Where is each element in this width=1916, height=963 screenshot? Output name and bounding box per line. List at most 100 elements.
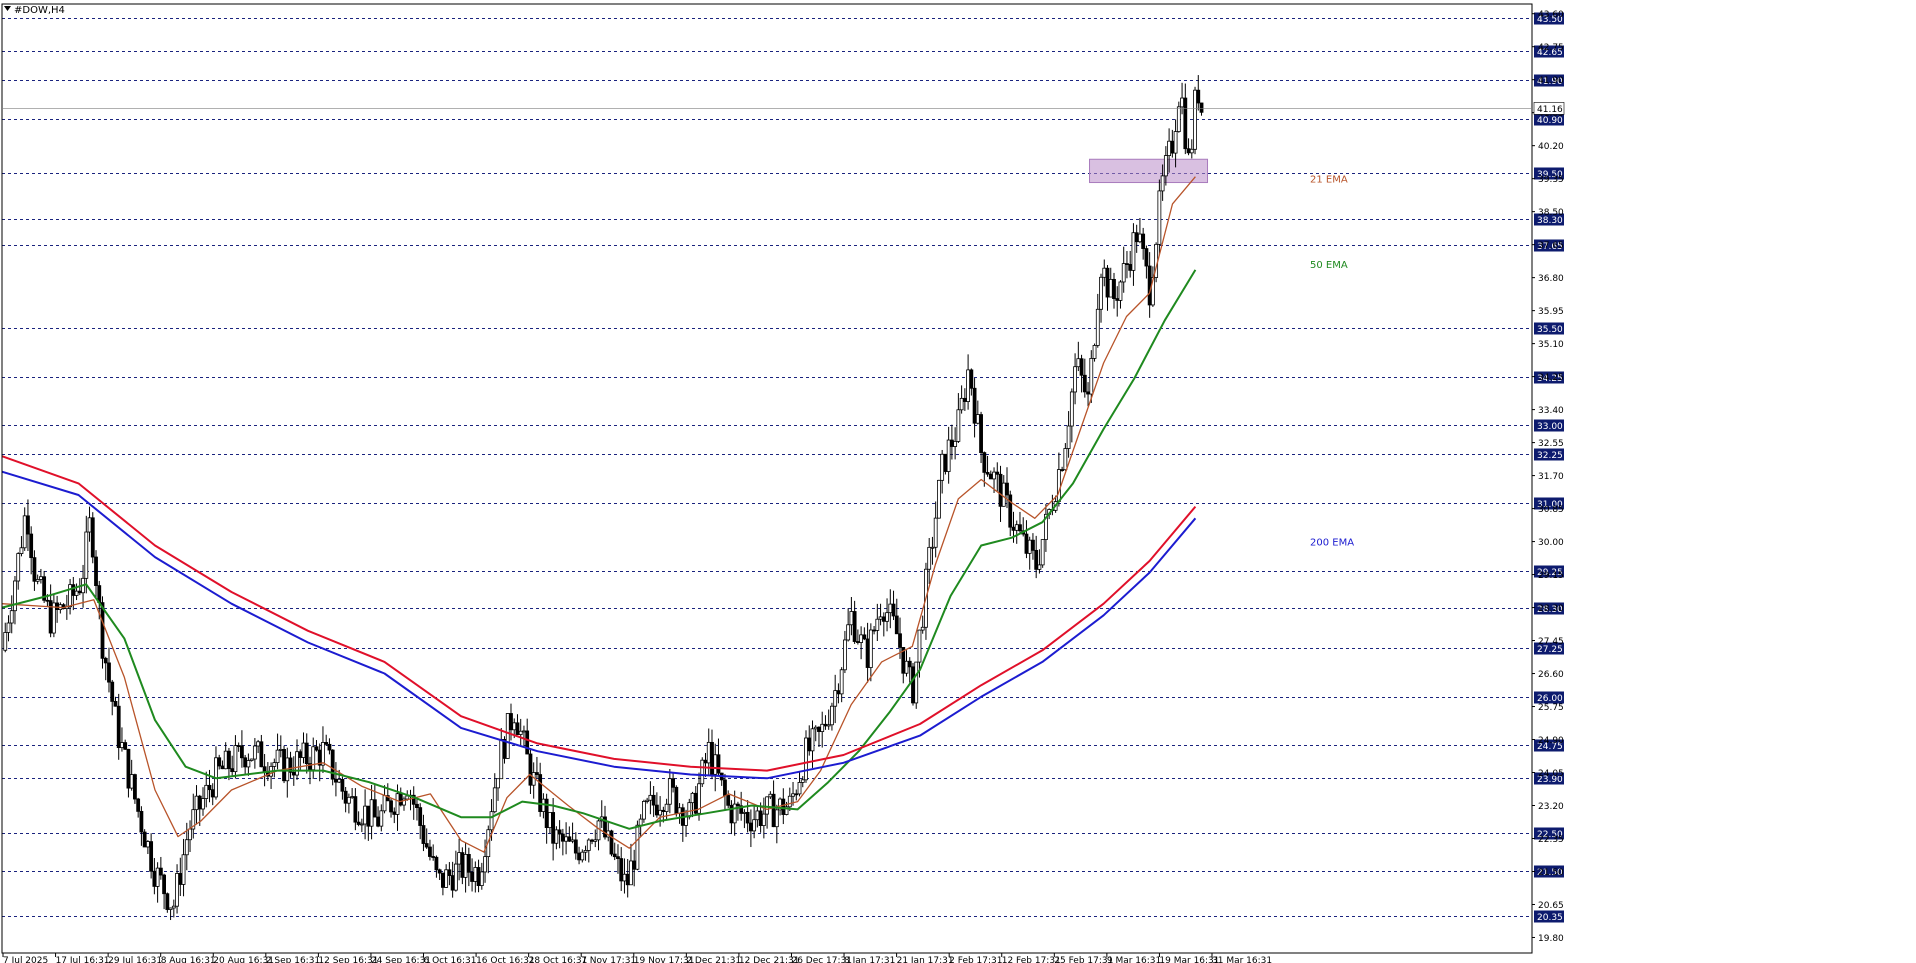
candle-bull bbox=[1001, 482, 1006, 507]
candle-bull bbox=[275, 749, 280, 764]
y-tick-label: 31.70 bbox=[1538, 472, 1564, 482]
candle-bull bbox=[249, 758, 254, 761]
candle-bull bbox=[379, 810, 384, 827]
candle-bear bbox=[982, 452, 987, 473]
candle-bear bbox=[460, 852, 465, 878]
candle-bull bbox=[1108, 278, 1113, 298]
candle-bear bbox=[142, 831, 147, 848]
candle-bull bbox=[904, 660, 909, 674]
price-levels: 20.35 21.50 22.50 23.90 24.75 26.00 27.25 28.30… bbox=[2, 12, 1564, 923]
candle-bull bbox=[629, 860, 633, 886]
candle-bear bbox=[771, 793, 776, 828]
candle-bear bbox=[207, 784, 212, 791]
candle-bull bbox=[564, 836, 568, 842]
candle-bull bbox=[992, 471, 996, 480]
candle-bear bbox=[136, 798, 141, 812]
candle-bull bbox=[586, 839, 591, 851]
y-tick-label: 29.15 bbox=[1538, 571, 1564, 581]
price-level-tag bbox=[1534, 772, 1564, 785]
candle-bull bbox=[171, 905, 176, 909]
price-level-tag bbox=[1534, 642, 1564, 655]
candle-bull bbox=[713, 754, 718, 775]
candle-bear bbox=[567, 836, 572, 842]
candle-bear bbox=[898, 633, 902, 648]
candle-bull bbox=[937, 479, 941, 519]
candle-bull bbox=[1040, 539, 1045, 566]
candle-bear bbox=[1005, 482, 1009, 496]
x-tick-label: 19 Mar 16:31 bbox=[1159, 956, 1219, 963]
price-level-tag bbox=[1534, 213, 1564, 226]
candle-bull bbox=[155, 867, 160, 887]
price-level-tag bbox=[1534, 45, 1564, 58]
candle-bull bbox=[761, 813, 766, 826]
21-ema-line bbox=[1, 176, 1196, 853]
x-tick-label: 28 Oct 16:31 bbox=[529, 956, 588, 963]
candle-bear bbox=[288, 757, 293, 773]
candle-bear bbox=[865, 638, 870, 668]
candle-bear bbox=[891, 603, 896, 617]
candle-bull bbox=[233, 745, 238, 773]
candle-bull bbox=[920, 626, 925, 631]
x-tick-label: 25 Feb 17:31 bbox=[1054, 956, 1113, 963]
candle-bear bbox=[661, 809, 666, 813]
price-level-tag-label: 31.00 bbox=[1537, 500, 1563, 510]
candle-bear bbox=[103, 657, 108, 664]
candle-bull bbox=[690, 792, 695, 804]
candle-bull bbox=[272, 762, 277, 767]
candle-bear bbox=[123, 742, 128, 750]
candle-bear bbox=[330, 749, 335, 780]
50-ema-line bbox=[1, 269, 1197, 830]
candle-bull bbox=[204, 784, 209, 799]
candle-bear bbox=[573, 839, 578, 854]
candle-bear bbox=[509, 713, 513, 731]
candle-bear bbox=[979, 414, 983, 453]
candle-bear bbox=[911, 666, 915, 704]
ema-annotations: 21 EMA 50 EMA 200 EMA bbox=[1310, 175, 1354, 549]
candle-bear bbox=[998, 473, 1003, 507]
candle-bear bbox=[609, 830, 614, 855]
candle-bull bbox=[256, 741, 261, 747]
candle-bear bbox=[943, 453, 948, 472]
candle-bull bbox=[664, 803, 669, 813]
candle-bull bbox=[1044, 513, 1048, 540]
candle-bear bbox=[447, 869, 452, 876]
candle-bear bbox=[26, 515, 30, 535]
candle-bear bbox=[340, 778, 345, 792]
x-tick-label: 17 Jul 16:31 bbox=[56, 956, 110, 963]
candle-bull bbox=[129, 774, 134, 789]
ema-annotation: 200 EMA bbox=[1310, 538, 1354, 549]
candle-bear bbox=[1186, 148, 1191, 154]
candle-bull bbox=[1027, 539, 1032, 554]
candle-bear bbox=[1011, 526, 1016, 531]
candle-bull bbox=[830, 705, 834, 726]
candle-bull bbox=[622, 873, 627, 882]
dropdown-triangle-icon[interactable] bbox=[4, 6, 11, 11]
candle-bull bbox=[1167, 140, 1172, 156]
candle-bear bbox=[525, 730, 530, 755]
x-tick-label: 19 Nov 17:31 bbox=[634, 956, 695, 963]
resistance-zone bbox=[1089, 158, 1209, 184]
candle-bear bbox=[240, 745, 244, 759]
candle-bull bbox=[194, 795, 199, 811]
candle-bull bbox=[839, 669, 844, 695]
candle-bear bbox=[1024, 533, 1029, 554]
y-tick-label: 35.95 bbox=[1538, 307, 1564, 317]
candle-bull bbox=[295, 751, 299, 776]
candle-bear bbox=[220, 765, 225, 770]
candle-bull bbox=[13, 580, 17, 612]
candle-bear bbox=[710, 741, 714, 775]
candle-bear bbox=[1144, 248, 1149, 267]
candle-bear bbox=[243, 757, 248, 768]
candle-bear bbox=[901, 647, 906, 674]
candle-bull bbox=[463, 853, 468, 878]
candle-bear bbox=[1034, 549, 1039, 570]
price-level-tag bbox=[1534, 419, 1564, 432]
candle-bear bbox=[852, 611, 857, 642]
candle-bear bbox=[152, 870, 157, 887]
x-tick-label: 6 Oct 16:31 bbox=[424, 956, 477, 963]
candle-bull bbox=[791, 793, 795, 797]
x-tick-label: 29 Jul 16:31 bbox=[108, 956, 162, 963]
candle-bull bbox=[859, 634, 864, 643]
candle-bull bbox=[706, 741, 711, 764]
